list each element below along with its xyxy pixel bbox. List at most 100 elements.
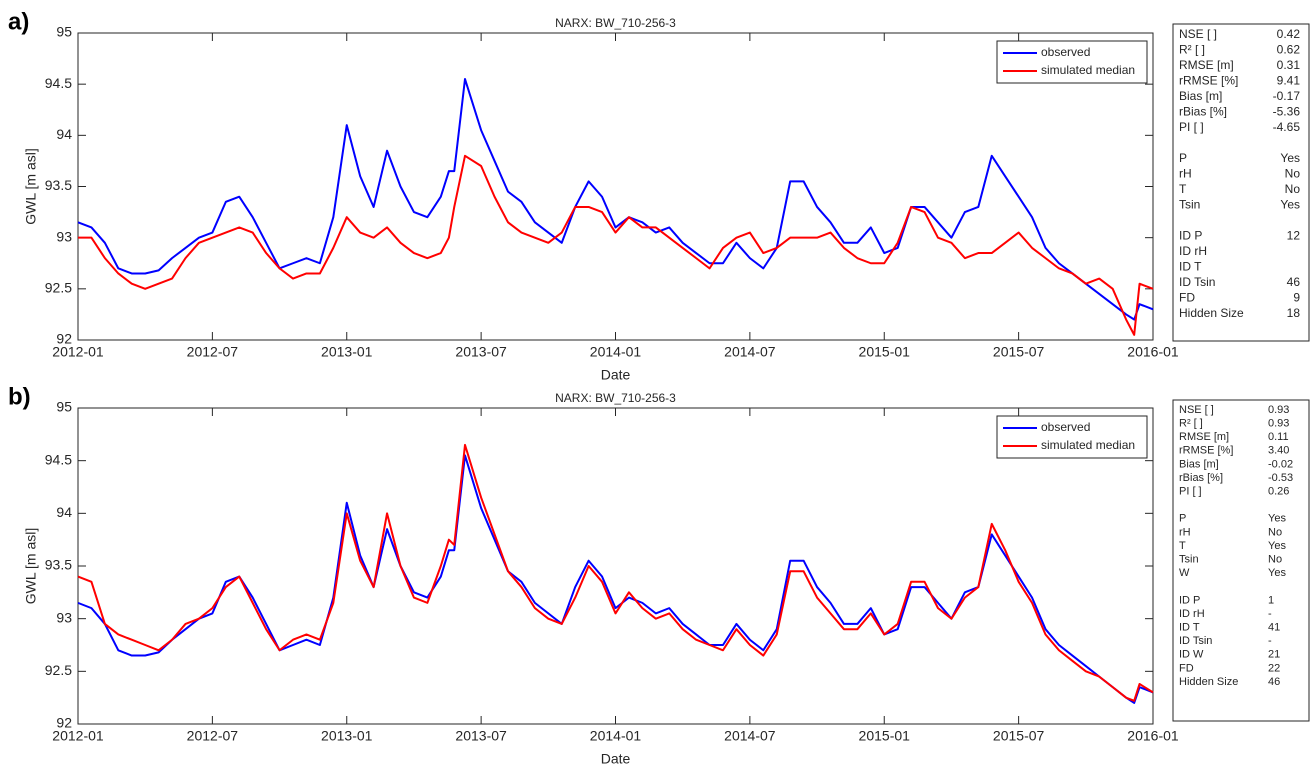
x-tick-label: 2012-01 bbox=[52, 728, 104, 744]
stat-value: 12 bbox=[1287, 229, 1301, 243]
stat-value: 18 bbox=[1287, 306, 1301, 320]
stat-value: -5.36 bbox=[1273, 105, 1301, 119]
stat-label: Hidden Size bbox=[1179, 306, 1244, 320]
y-tick-label: 92 bbox=[56, 715, 72, 731]
x-tick-label: 2012-07 bbox=[187, 728, 239, 744]
stat-label: ID Tsin bbox=[1179, 275, 1215, 289]
stat-value: Yes bbox=[1268, 513, 1286, 525]
x-tick-label: 2013-01 bbox=[321, 728, 373, 744]
stat-label: rH bbox=[1179, 526, 1191, 538]
stat-value: 46 bbox=[1287, 275, 1301, 289]
stat-value: 21 bbox=[1268, 649, 1280, 661]
stat-label: Tsin bbox=[1179, 198, 1200, 212]
x-tick-label: 2014-01 bbox=[590, 344, 642, 360]
stat-value: 9 bbox=[1293, 291, 1300, 305]
stat-label: PI [ ] bbox=[1179, 486, 1202, 498]
stat-value: -0.53 bbox=[1268, 472, 1293, 484]
stat-value: -0.17 bbox=[1273, 89, 1301, 103]
legend-label: simulated median bbox=[1041, 63, 1135, 77]
legend-label: observed bbox=[1041, 45, 1090, 59]
stat-label: rRMSE [%] bbox=[1179, 74, 1238, 88]
stat-value: No bbox=[1285, 167, 1301, 181]
stat-value: 0.42 bbox=[1277, 27, 1301, 41]
stat-label: ID rH bbox=[1179, 244, 1207, 258]
stat-label: ID P bbox=[1179, 229, 1202, 243]
stat-value: No bbox=[1268, 554, 1282, 566]
stat-label: W bbox=[1179, 567, 1190, 579]
stat-value: 46 bbox=[1268, 676, 1280, 688]
plot-area bbox=[77, 32, 1154, 341]
stat-label: ID T bbox=[1179, 622, 1200, 634]
x-tick-label: 2012-07 bbox=[187, 344, 239, 360]
y-tick-label: 94 bbox=[56, 126, 72, 142]
stat-value: 22 bbox=[1268, 662, 1280, 674]
plot-area bbox=[77, 407, 1154, 725]
stat-value: Yes bbox=[1280, 198, 1300, 212]
y-tick-label: 94.5 bbox=[45, 451, 72, 467]
stat-value: 0.31 bbox=[1277, 58, 1301, 72]
stat-label: ID rH bbox=[1179, 608, 1205, 620]
y-tick-label: 92.5 bbox=[45, 280, 72, 296]
stat-label: ID P bbox=[1179, 594, 1200, 606]
stat-value: 0.62 bbox=[1277, 43, 1301, 57]
stat-label: NSE [ ] bbox=[1179, 27, 1217, 41]
stat-value: No bbox=[1285, 182, 1301, 196]
stat-label: FD bbox=[1179, 291, 1195, 305]
stat-label: FD bbox=[1179, 662, 1194, 674]
y-tick-label: 95 bbox=[56, 399, 72, 415]
stat-value: - bbox=[1268, 635, 1272, 647]
stat-value: 9.41 bbox=[1277, 74, 1301, 88]
stat-value: No bbox=[1268, 526, 1282, 538]
x-tick-label: 2013-01 bbox=[321, 344, 373, 360]
stat-label: rRMSE [%] bbox=[1179, 445, 1233, 457]
stat-value: 41 bbox=[1268, 622, 1280, 634]
panel-label: b) bbox=[8, 383, 31, 410]
x-tick-label: 2014-07 bbox=[724, 728, 776, 744]
y-tick-label: 93 bbox=[56, 228, 72, 244]
x-tick-label: 2014-07 bbox=[724, 344, 776, 360]
y-axis-label: GWL [m asl] bbox=[23, 528, 39, 605]
stat-label: rBias [%] bbox=[1179, 105, 1227, 119]
stat-label: T bbox=[1179, 540, 1186, 552]
stat-value: 1 bbox=[1268, 594, 1274, 606]
stat-value: 3.40 bbox=[1268, 445, 1289, 457]
y-tick-label: 92 bbox=[56, 331, 72, 347]
stat-label: R² [ ] bbox=[1179, 418, 1203, 430]
y-tick-label: 94 bbox=[56, 504, 72, 520]
series-line bbox=[78, 154, 1154, 336]
stat-label: T bbox=[1179, 182, 1187, 196]
y-tick-label: 93.5 bbox=[45, 177, 72, 193]
y-axis-label: GWL [m asl] bbox=[23, 148, 39, 225]
stat-label: ID W bbox=[1179, 649, 1204, 661]
chart-title: NARX: BW_710-256-3 bbox=[555, 16, 676, 30]
x-tick-label: 2014-01 bbox=[590, 728, 642, 744]
x-tick-label: 2016-01 bbox=[1127, 728, 1179, 744]
stat-label: ID Tsin bbox=[1179, 635, 1212, 647]
stat-value: -0.02 bbox=[1268, 458, 1293, 470]
series-line bbox=[77, 454, 1154, 704]
stat-label: Hidden Size bbox=[1179, 676, 1238, 688]
stat-label: P bbox=[1179, 513, 1186, 525]
stat-value: Yes bbox=[1280, 151, 1300, 165]
stat-label: NSE [ ] bbox=[1179, 404, 1214, 416]
stat-label: PI [ ] bbox=[1179, 120, 1204, 134]
stat-label: rH bbox=[1179, 167, 1192, 181]
y-tick-label: 94.5 bbox=[45, 75, 72, 91]
series-line bbox=[77, 443, 1154, 702]
stat-label: RMSE [m] bbox=[1179, 431, 1229, 443]
stat-label: P bbox=[1179, 151, 1187, 165]
x-tick-label: 2015-07 bbox=[993, 728, 1045, 744]
stats-box bbox=[1172, 23, 1310, 342]
stat-label: ID T bbox=[1179, 260, 1202, 274]
stat-value: - bbox=[1268, 608, 1272, 620]
x-tick-label: 2015-01 bbox=[859, 728, 911, 744]
y-tick-label: 95 bbox=[56, 24, 72, 40]
stat-label: R² [ ] bbox=[1179, 43, 1205, 57]
x-axis-label: Date bbox=[601, 367, 631, 383]
x-axis-label: Date bbox=[601, 751, 631, 764]
legend-label: observed bbox=[1041, 420, 1090, 434]
stat-label: Bias [m] bbox=[1179, 89, 1222, 103]
y-tick-label: 93 bbox=[56, 609, 72, 625]
chart-title: NARX: BW_710-256-3 bbox=[555, 391, 676, 405]
